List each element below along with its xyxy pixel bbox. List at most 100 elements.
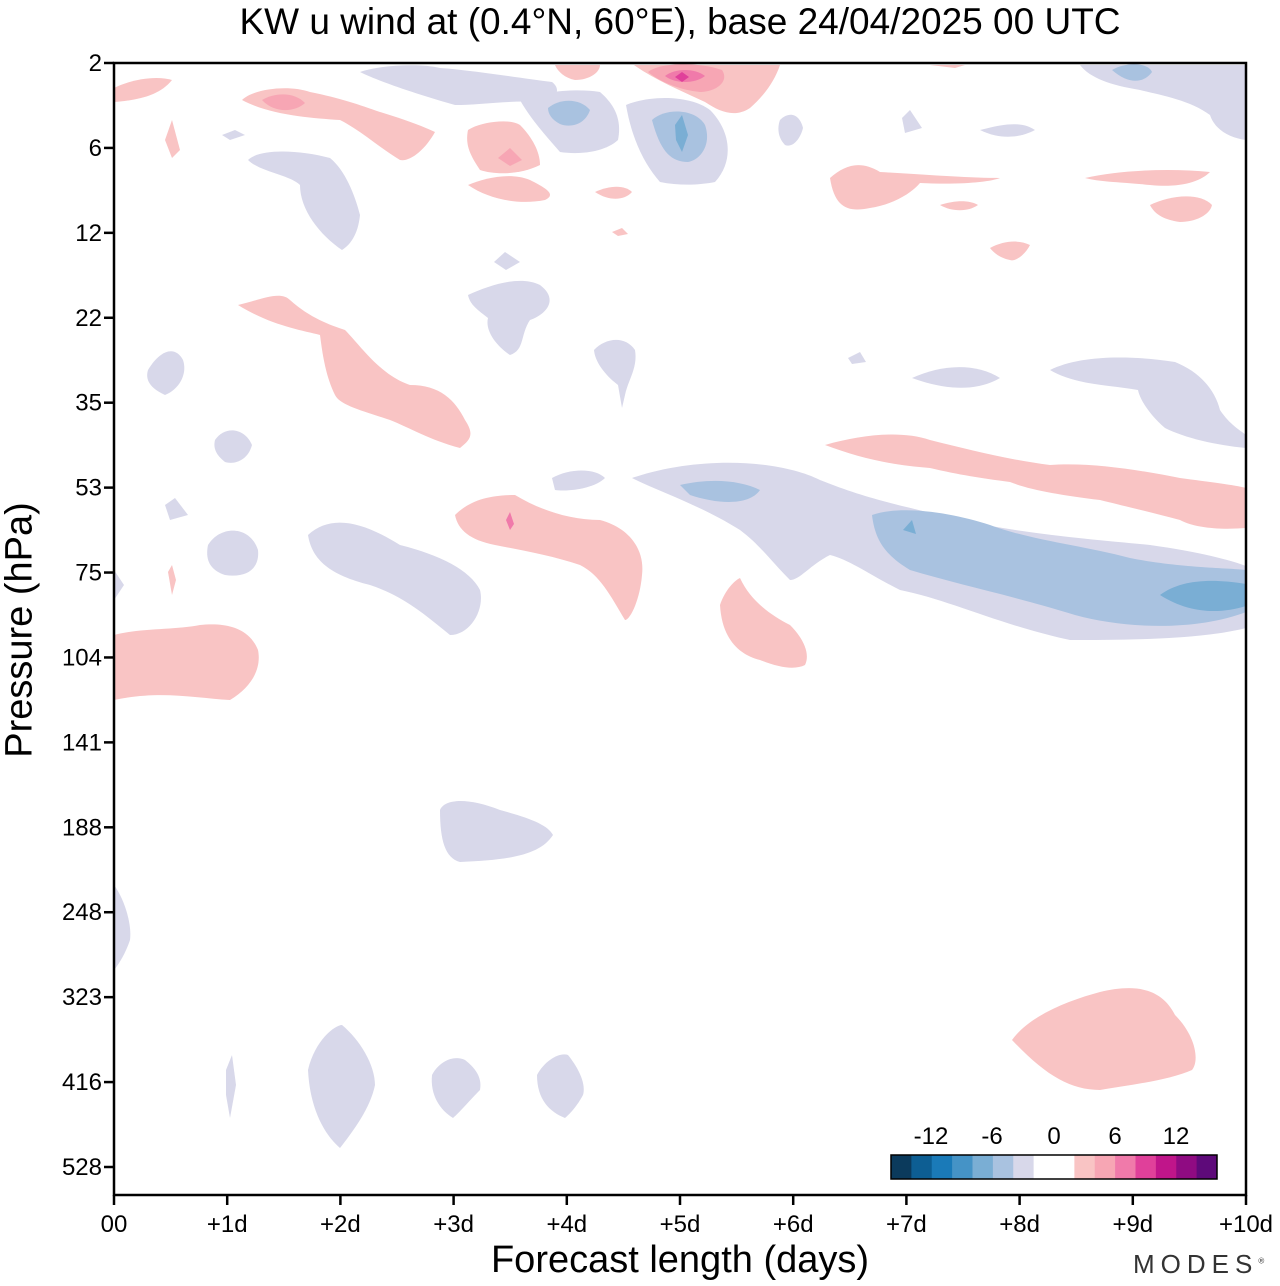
contour-negative-moderate [1112, 64, 1152, 81]
contour-negative-weak [214, 430, 252, 463]
contour-negative-weak [778, 114, 803, 146]
contour-negative-weak [848, 352, 866, 364]
colorbar-swatch [1074, 1155, 1096, 1179]
x-tick-label: +5d [660, 1211, 701, 1238]
contour-positive-weak [1150, 196, 1212, 222]
y-tick-label: 35 [75, 390, 102, 417]
contour-positive-weak [455, 495, 643, 620]
x-tick-label: +3d [433, 1211, 474, 1238]
contour-negative-weak [468, 280, 550, 355]
colorbar-frame [890, 1154, 1218, 1180]
contour-positive-weak [720, 578, 807, 668]
contour-positive-moderate [498, 148, 522, 166]
contour-negative-weak [308, 1025, 375, 1148]
contour-positive-weak [165, 120, 180, 158]
x-tick-label: +9d [1112, 1211, 1153, 1238]
y-axis-label: Pressure (hPa) [0, 502, 41, 758]
plot-axes: 00 +1d +2d +3d +4d +5d +6d +7d +8d +9d +10d 2 6 12 22 3… [62, 50, 1273, 1238]
x-tick-label: +10d [1219, 1211, 1273, 1238]
contour-negative-weak [1050, 357, 1246, 448]
contour-negative-moderate [548, 100, 590, 126]
contour-negative-weak [114, 570, 124, 600]
x-tick-label: +2d [320, 1211, 361, 1238]
contour-positive-moderate [506, 512, 514, 530]
contour-negative-weak [222, 130, 245, 140]
contour-positive-weak [238, 295, 471, 448]
contour-negative-weak [440, 801, 553, 862]
contour-negative-weak [594, 339, 636, 408]
colorbar-swatch [1013, 1155, 1035, 1179]
contour-negative-weak [537, 1054, 584, 1118]
contour-negative-moderate [680, 480, 1246, 626]
contour-negative-weak [494, 252, 520, 270]
contour-negative-weak [165, 498, 188, 520]
colorbar-swatch [1115, 1155, 1136, 1179]
contour-negative-weak [248, 151, 360, 250]
x-tick-label: +8d [999, 1211, 1040, 1238]
contour-positive-weak [1085, 170, 1210, 186]
y-tick-label: 6 [89, 135, 102, 162]
colorbar-swatch [1176, 1155, 1198, 1179]
contour-negative-weak [912, 367, 1000, 388]
contour-negative-weak [431, 1058, 481, 1118]
x-tick-label: +6d [773, 1211, 814, 1238]
colorbar: -12 -6 0 6 12 [890, 1123, 1218, 1180]
contour-positive-weak [595, 186, 632, 199]
contour-negative-strong [675, 115, 688, 152]
colorbar-swatch [1094, 1155, 1116, 1179]
contour-positive-weak [114, 77, 172, 102]
colorbar-label: 6 [1108, 1123, 1121, 1150]
contour-positive-weak [940, 201, 978, 211]
y-tick-label: 188 [62, 814, 102, 841]
y-tick-label: 323 [62, 984, 102, 1011]
brand-name: MODES [1133, 1249, 1259, 1279]
contour-positive-weak [990, 241, 1030, 261]
x-tick-label: +1d [207, 1211, 248, 1238]
colorbar-swatch [1196, 1155, 1218, 1179]
contour-positive-weak [467, 121, 540, 174]
contour-negative-weak [1080, 65, 1246, 140]
contour-positive-weak [555, 65, 600, 80]
contour-fills [114, 64, 1246, 1148]
y-tick-label: 22 [75, 305, 102, 332]
x-tick-label: +4d [546, 1211, 587, 1238]
colorbar-label: -12 [914, 1123, 949, 1150]
y-tick-label: 104 [62, 644, 102, 671]
y-tick-label: 528 [62, 1154, 102, 1181]
contour-positive-weak [1012, 988, 1196, 1090]
contour-positive-weak [830, 165, 1000, 210]
contour-positive-peak [675, 72, 689, 82]
contour-positive-moderate [262, 94, 305, 111]
contour-negative-weak [226, 1055, 236, 1118]
contour-negative-weak [114, 885, 131, 970]
colorbar-swatch [891, 1155, 912, 1179]
contour-negative-weak [902, 110, 922, 133]
colorbar-label: 12 [1163, 1123, 1190, 1150]
x-tick-label: +7d [886, 1211, 927, 1238]
colorbar-label: 0 [1047, 1123, 1060, 1150]
y-tick-label: 2 [89, 50, 102, 77]
chart-title: KW u wind at (0.4°N, 60°E), base 24/04/2… [239, 1, 1121, 42]
y-tick-label: 141 [62, 729, 102, 756]
y-tick-label: 12 [75, 220, 102, 247]
x-tick-label: 00 [101, 1211, 128, 1238]
contour-negative-weak [207, 530, 259, 576]
y-tick-label: 248 [62, 899, 102, 926]
contour-negative-weak [552, 470, 605, 491]
colorbar-swatch [911, 1155, 933, 1179]
brand-mark: ® [1258, 1256, 1265, 1266]
colorbar-swatch [952, 1155, 973, 1179]
contour-positive-weak [612, 228, 628, 236]
contour-negative-weak [308, 522, 481, 635]
contour-negative-weak [360, 65, 557, 105]
contour-positive-weak [930, 65, 965, 68]
colorbar-swatch [972, 1155, 994, 1179]
colorbar-swatch [1054, 1155, 1075, 1179]
y-tick-label: 75 [75, 560, 102, 587]
brand-logo: MODES® [1133, 1249, 1264, 1280]
colorbar-swatch [1155, 1155, 1177, 1179]
colorbar-swatch [931, 1155, 953, 1179]
colorbar-label: -6 [981, 1123, 1002, 1150]
contour-negative-weak [147, 351, 185, 395]
